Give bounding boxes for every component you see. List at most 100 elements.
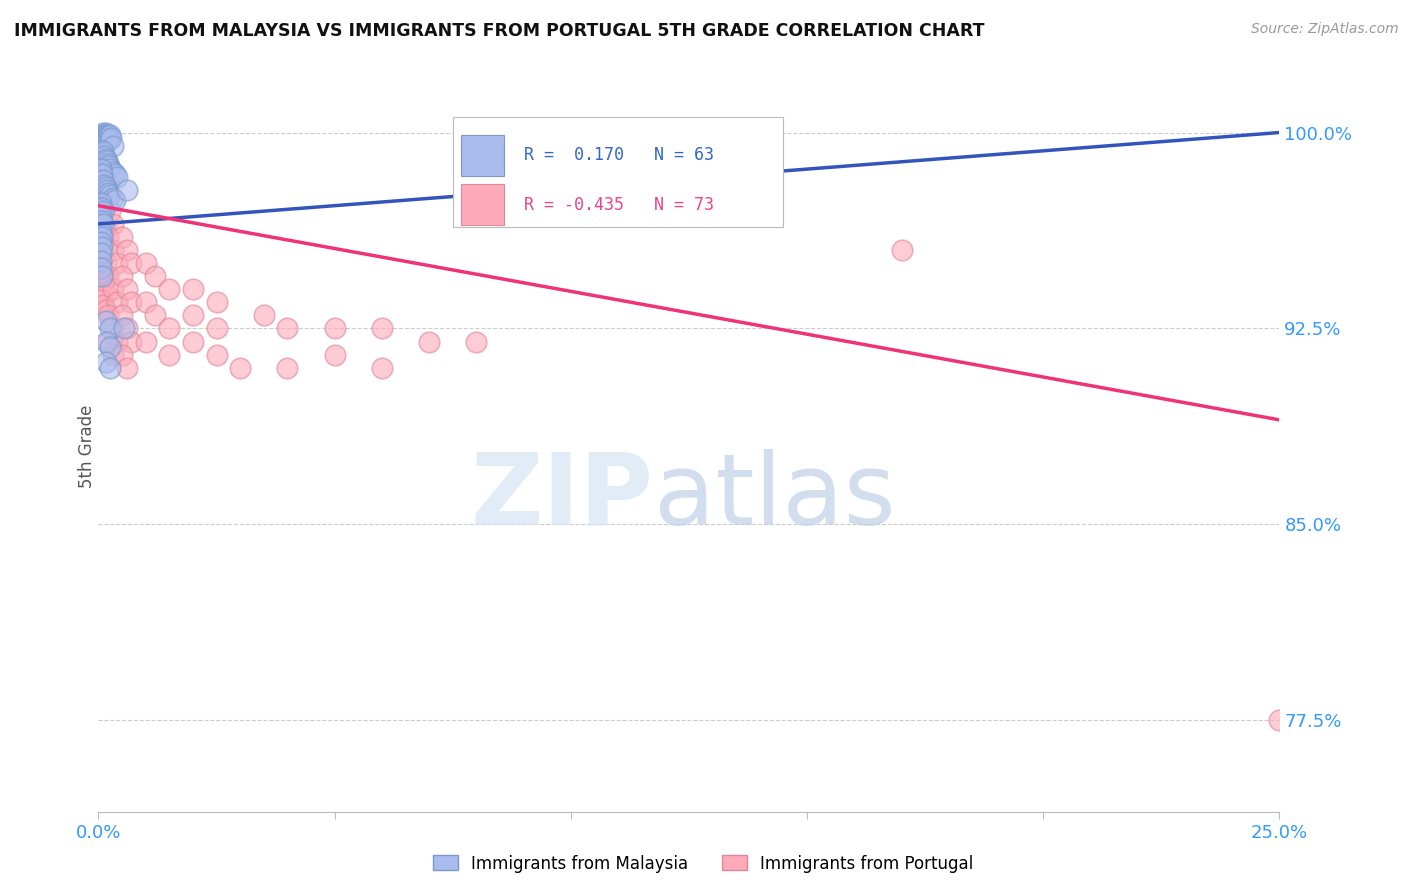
Point	[91, 217, 114, 231]
Point	[90, 128, 112, 143]
Text: atlas: atlas	[654, 449, 896, 546]
Text: R = -0.435   N = 73: R = -0.435 N = 73	[523, 195, 714, 213]
Point	[105, 334, 128, 349]
Point	[371, 360, 394, 375]
Point	[93, 133, 115, 147]
Point	[90, 209, 112, 223]
FancyBboxPatch shape	[461, 135, 503, 176]
Point	[121, 295, 143, 310]
Point	[94, 136, 117, 150]
Point	[135, 334, 157, 349]
Point	[96, 130, 118, 145]
Point	[90, 225, 112, 239]
Point	[96, 154, 118, 169]
Point	[115, 282, 138, 296]
Point	[112, 321, 135, 335]
Point	[115, 243, 138, 257]
Text: IMMIGRANTS FROM MALAYSIA VS IMMIGRANTS FROM PORTUGAL 5TH GRADE CORRELATION CHART: IMMIGRANTS FROM MALAYSIA VS IMMIGRANTS F…	[14, 22, 984, 40]
Point	[93, 178, 115, 192]
Point	[94, 126, 117, 140]
Point	[97, 128, 120, 143]
Point	[229, 360, 252, 375]
Point	[90, 133, 112, 147]
Point	[205, 348, 228, 362]
Point	[135, 295, 157, 310]
Point	[98, 321, 121, 335]
Point	[90, 209, 112, 223]
Point	[101, 282, 124, 296]
Point	[91, 203, 114, 218]
Point	[97, 191, 120, 205]
Point	[371, 321, 394, 335]
Point	[94, 180, 117, 194]
Point	[97, 186, 120, 200]
Point	[143, 269, 166, 284]
Point	[115, 183, 138, 197]
Point	[97, 230, 120, 244]
Point	[90, 214, 112, 228]
Point	[90, 167, 112, 181]
Point	[181, 309, 204, 323]
Point	[97, 133, 120, 147]
Point	[98, 128, 121, 143]
Point	[90, 202, 112, 216]
Point	[101, 243, 124, 257]
Point	[1268, 714, 1291, 728]
Point	[90, 230, 112, 244]
Point	[90, 172, 112, 186]
Point	[105, 256, 128, 270]
Point	[97, 130, 120, 145]
Point	[101, 321, 124, 335]
Point	[323, 321, 346, 335]
Point	[101, 138, 124, 153]
Point	[94, 313, 117, 327]
Point	[111, 309, 134, 323]
Point	[121, 334, 143, 349]
Point	[90, 196, 112, 211]
Point	[101, 348, 124, 362]
Point	[90, 253, 112, 268]
Point	[90, 293, 112, 307]
Point	[97, 157, 120, 171]
Point	[97, 309, 120, 323]
Point	[96, 133, 118, 147]
Point	[91, 298, 114, 312]
Point	[90, 261, 112, 276]
Point	[90, 130, 112, 145]
Point	[105, 295, 128, 310]
Point	[181, 282, 204, 296]
Point	[94, 256, 117, 270]
Point	[157, 348, 180, 362]
Point	[97, 334, 120, 349]
Point	[115, 321, 138, 335]
Point	[90, 230, 112, 244]
Point	[91, 144, 114, 158]
Point	[105, 169, 128, 184]
Text: R =  0.170   N = 63: R = 0.170 N = 63	[523, 146, 714, 164]
Y-axis label: 5th Grade: 5th Grade	[79, 404, 96, 488]
Point	[94, 334, 117, 349]
Text: Source: ZipAtlas.com: Source: ZipAtlas.com	[1251, 22, 1399, 37]
Point	[91, 251, 114, 265]
Point	[90, 240, 112, 254]
Point	[91, 267, 114, 281]
Point	[157, 321, 180, 335]
Point	[101, 217, 124, 231]
Point	[115, 360, 138, 375]
Point	[111, 269, 134, 284]
Point	[90, 269, 112, 284]
Point	[91, 196, 114, 211]
Point	[560, 191, 582, 205]
FancyBboxPatch shape	[453, 117, 783, 227]
Point	[181, 334, 204, 349]
Point	[121, 256, 143, 270]
Point	[98, 203, 121, 218]
FancyBboxPatch shape	[461, 184, 503, 225]
Point	[97, 160, 120, 174]
Point	[94, 272, 117, 286]
Point	[90, 235, 112, 250]
Point	[90, 245, 112, 260]
Point	[205, 321, 228, 335]
Point	[90, 188, 112, 202]
Point	[91, 235, 114, 250]
